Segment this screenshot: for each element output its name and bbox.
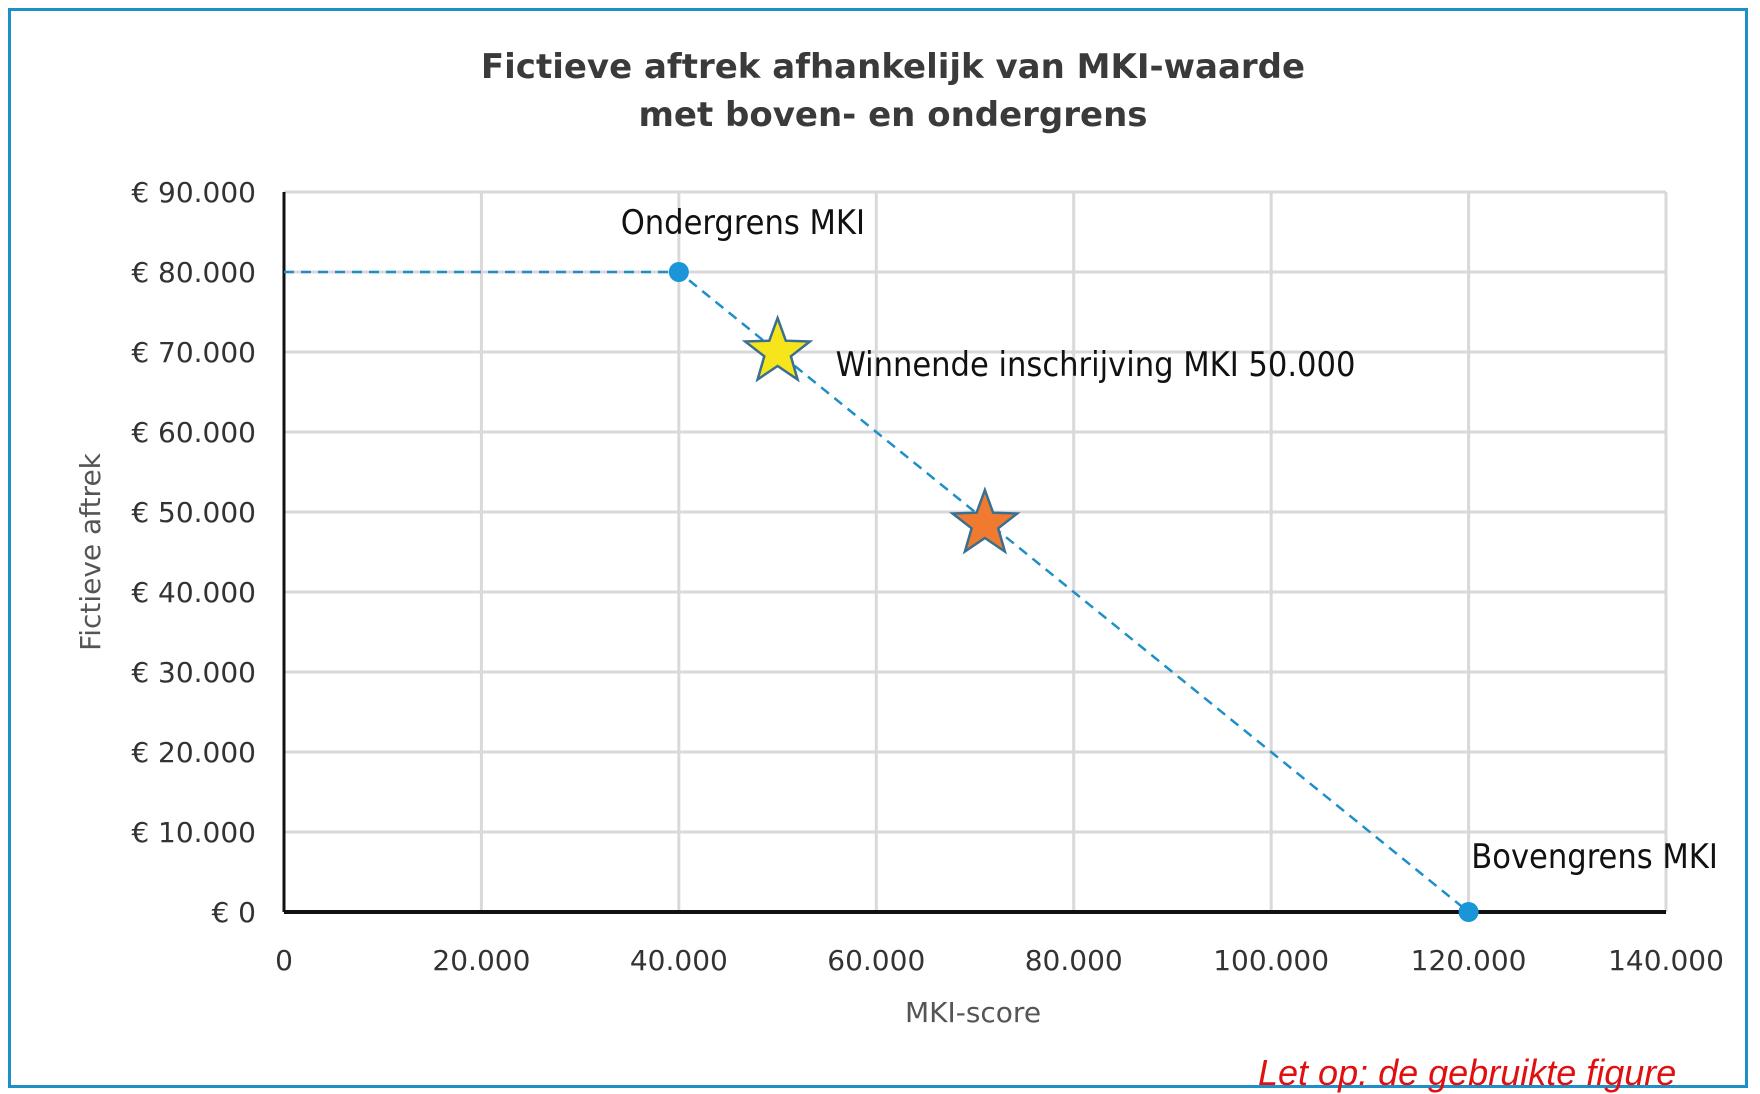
x-axis-label: MKI-score xyxy=(905,996,1041,1029)
point-label: Ondergrens MKI xyxy=(621,203,865,243)
y-tick-label: € 60.000 xyxy=(131,416,256,449)
star-marker xyxy=(948,486,1021,555)
point-label: Winnende inschrijving MKI 50.000 xyxy=(836,345,1356,385)
y-tick-label: € 0 xyxy=(211,896,256,929)
x-tick-label: 60.000 xyxy=(827,944,925,977)
x-tick-label: 140.000 xyxy=(1608,944,1724,977)
x-tick-label: 0 xyxy=(275,944,293,977)
chart-title-line-2: met boven- en ondergrens xyxy=(638,95,1147,135)
y-tick-label: € 20.000 xyxy=(131,736,256,769)
x-tick-label: 20.000 xyxy=(432,944,530,977)
chart-frame xyxy=(8,8,1748,1088)
circle-marker xyxy=(668,262,689,282)
y-tick-label: € 90.000 xyxy=(131,176,256,209)
y-tick-label: € 70.000 xyxy=(131,336,256,369)
y-tick-label: € 50.000 xyxy=(131,496,256,529)
footer-note: Let op: de gebruikte figure xyxy=(1258,1052,1677,1093)
tick-labels: € 0 € 10.000 € 20.000 € 30.000 € 40.000 € 50.… xyxy=(131,176,1724,977)
y-tick-label: € 40.000 xyxy=(131,576,256,609)
y-tick-label: € 10.000 xyxy=(131,816,256,849)
axes xyxy=(282,192,1666,914)
point-labels: Ondergrens MKI Bovengrens MKI Winnende ins… xyxy=(621,203,1718,877)
x-tick-label: 100.000 xyxy=(1213,944,1329,977)
y-axis-label: Fictieve aftrek xyxy=(74,452,107,651)
y-tick-label: € 80.000 xyxy=(131,256,256,289)
data-points xyxy=(668,262,1479,922)
y-tick-label: € 30.000 xyxy=(131,656,256,689)
x-tick-label: 40.000 xyxy=(630,944,728,977)
x-tick-label: 120.000 xyxy=(1411,944,1527,977)
grid-lines xyxy=(284,190,1668,912)
chart-title-line-1: Fictieve aftrek afhankelijk van MKI-waar… xyxy=(481,47,1305,87)
star-marker xyxy=(741,314,814,383)
x-tick-label: 80.000 xyxy=(1025,944,1123,977)
point-label: Bovengrens MKI xyxy=(1471,837,1718,877)
circle-marker xyxy=(1458,902,1479,922)
